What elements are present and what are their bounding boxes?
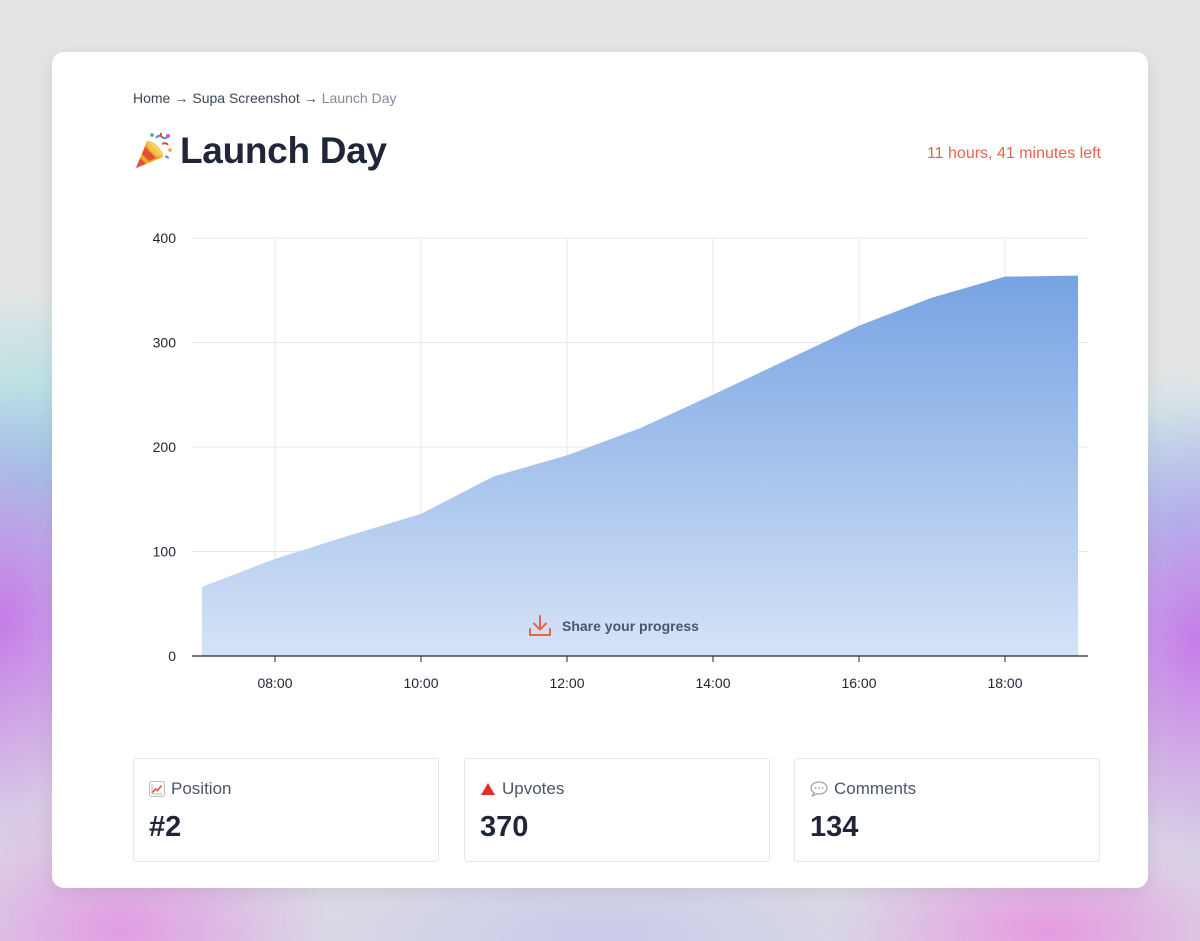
- speech-bubble-icon: [810, 781, 828, 797]
- stat-label-upvotes: Upvotes: [502, 779, 565, 798]
- launch-day-card: Home → Supa Screenshot → Launch Day Laun…: [52, 52, 1148, 888]
- red-triangle-icon: [481, 783, 495, 795]
- stat-card-comments: Comments 134: [794, 758, 1100, 862]
- stat-value-comments: 134: [810, 811, 859, 843]
- stat-value-upvotes: 370: [480, 811, 529, 843]
- x-tick-label: 18:00: [987, 675, 1022, 691]
- y-tick-label: 400: [153, 230, 177, 246]
- stat-label-position: Position: [171, 779, 232, 798]
- breadcrumb-separator: →: [303, 90, 318, 106]
- chart-increasing-icon: [149, 781, 165, 797]
- x-tick-label: 12:00: [549, 675, 584, 691]
- breadcrumb: Home → Supa Screenshot → Launch Day: [133, 90, 396, 106]
- time-left-text: 11 hours, 41 minutes left: [926, 145, 1101, 162]
- y-tick-label: 300: [153, 335, 177, 351]
- x-tick-label: 10:00: [403, 675, 438, 691]
- x-tick-label: 14:00: [695, 675, 730, 691]
- breadcrumb-home-link[interactable]: Home: [133, 90, 171, 106]
- stat-value-position: #2: [149, 811, 182, 843]
- stat-label-comments: Comments: [834, 779, 917, 798]
- y-tick-label: 100: [153, 544, 177, 560]
- page-header: Launch Day: [132, 130, 387, 172]
- party-popper-icon: [136, 133, 172, 168]
- breadcrumb-product-link[interactable]: Supa Screenshot: [192, 90, 300, 106]
- breadcrumb-separator: →: [174, 90, 189, 106]
- share-progress-label: Share your progress: [562, 618, 699, 634]
- x-tick-label: 16:00: [841, 675, 876, 691]
- y-tick-label: 0: [168, 648, 176, 664]
- chart-area-series: [202, 275, 1078, 656]
- y-tick-label: 200: [153, 439, 177, 455]
- stats-row: Position #2 Upvotes 370: [133, 758, 1101, 862]
- stat-card-position: Position #2: [133, 758, 439, 862]
- x-tick-label: 08:00: [257, 675, 292, 691]
- breadcrumb-current: Launch Day: [321, 90, 397, 106]
- page-title: Launch Day: [180, 130, 387, 171]
- upvotes-area-chart: 0 100 200 300 400 08:00 10:00 12:00 14:00 16:00 18…: [153, 230, 1088, 691]
- stat-card-upvotes: Upvotes 370: [464, 758, 770, 862]
- download-icon: [529, 615, 551, 636]
- share-progress-button[interactable]: Share your progress: [528, 614, 699, 638]
